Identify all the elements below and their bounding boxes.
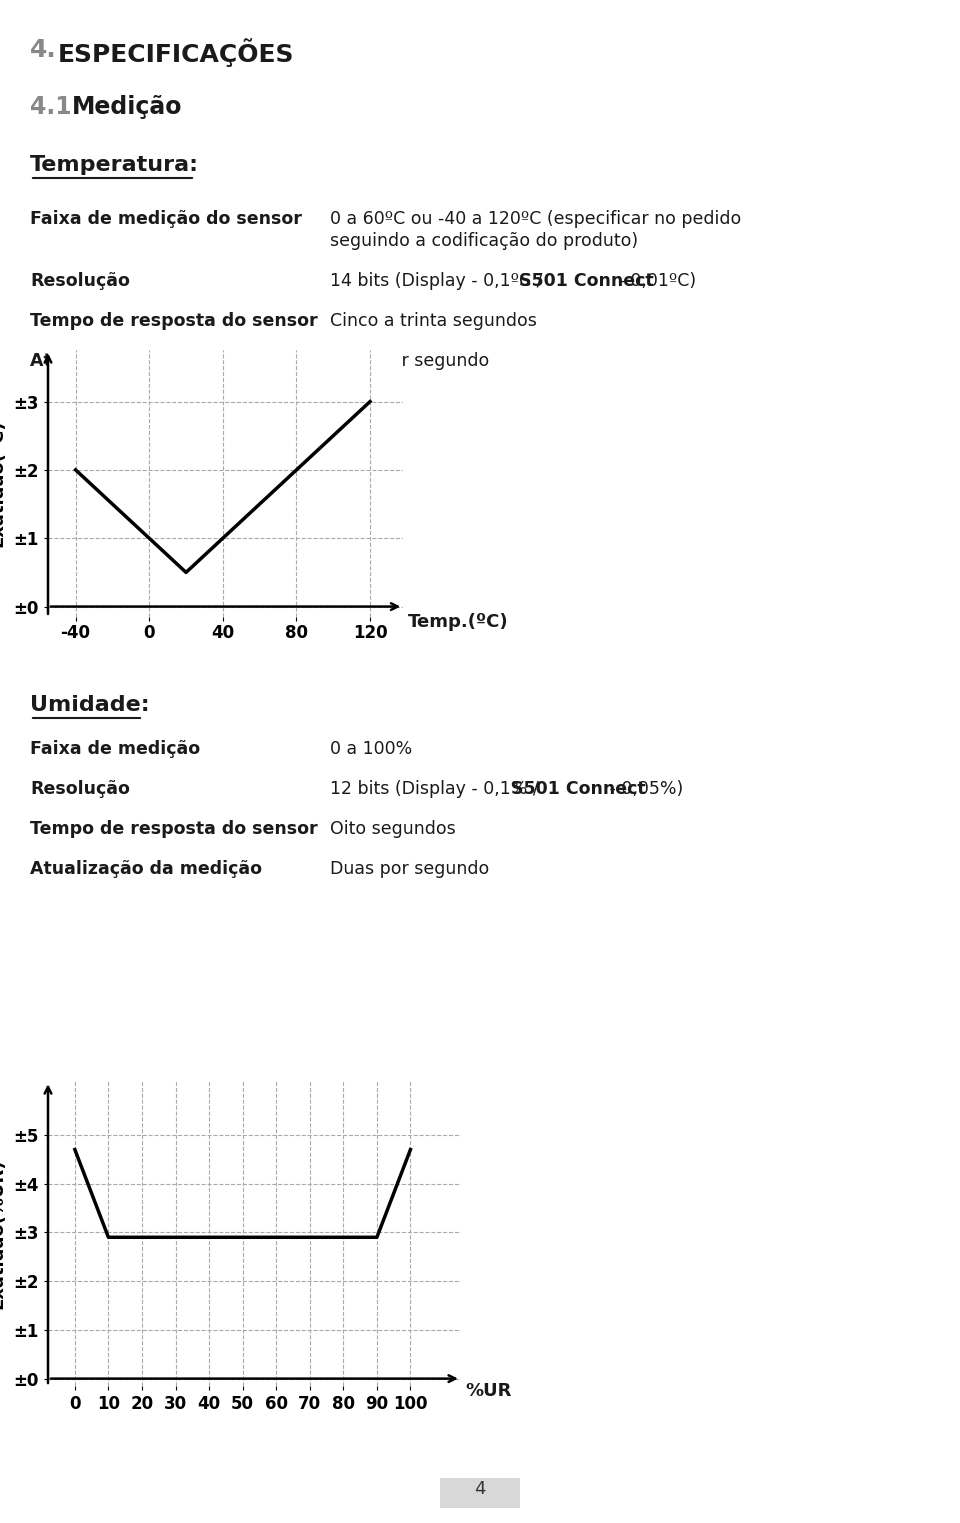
Text: Cinco a trinta segundos: Cinco a trinta segundos (330, 312, 537, 330)
Text: 12 bits (Display - 0,1% /: 12 bits (Display - 0,1% / (330, 780, 544, 798)
Y-axis label: Exatidão(%UR): Exatidão(%UR) (0, 1159, 7, 1308)
Text: Temp.(ºC): Temp.(ºC) (408, 612, 509, 631)
Text: 4: 4 (474, 1480, 486, 1499)
Text: Duas por segundo: Duas por segundo (330, 860, 490, 877)
Text: Faixa de medição do sensor: Faixa de medição do sensor (30, 210, 301, 228)
Text: Atualização da medição: Atualização da medição (30, 352, 262, 370)
Text: seguindo a codificação do produto): seguindo a codificação do produto) (330, 231, 638, 250)
Text: Faixa de medição: Faixa de medição (30, 740, 200, 758)
Text: 0 a 100%: 0 a 100% (330, 740, 412, 758)
Text: - 0,05%): - 0,05%) (604, 780, 684, 798)
Text: Resolução: Resolução (30, 273, 130, 289)
Text: Atualização da medição: Atualização da medição (30, 860, 262, 877)
Text: S501 Connect: S501 Connect (511, 780, 645, 798)
Text: ESPECIFICAÇÕES: ESPECIFICAÇÕES (58, 38, 295, 67)
Text: Temperatura:: Temperatura: (30, 155, 199, 175)
Text: Tempo de resposta do sensor: Tempo de resposta do sensor (30, 819, 318, 838)
Text: %UR: %UR (466, 1381, 513, 1400)
Text: 0 a 60ºC ou -40 a 120ºC (especificar no pedido: 0 a 60ºC ou -40 a 120ºC (especificar no … (330, 210, 741, 228)
Text: 4.: 4. (30, 38, 57, 62)
Text: - 0,01ºC): - 0,01ºC) (612, 273, 696, 289)
Text: 14 bits (Display - 0,1ºC /: 14 bits (Display - 0,1ºC / (330, 273, 548, 289)
FancyBboxPatch shape (440, 1477, 520, 1508)
Text: Oito segundos: Oito segundos (330, 819, 456, 838)
Text: Medição: Medição (72, 94, 182, 119)
Text: Resolução: Resolução (30, 780, 130, 798)
Text: Umidade:: Umidade: (30, 694, 150, 714)
Text: S501 Connect: S501 Connect (519, 273, 654, 289)
Text: Duas por segundo: Duas por segundo (330, 352, 490, 370)
Text: 4.1: 4.1 (30, 94, 72, 119)
Y-axis label: Exatidão(ºC): Exatidão(ºC) (0, 420, 7, 547)
Text: Tempo de resposta do sensor: Tempo de resposta do sensor (30, 312, 318, 330)
